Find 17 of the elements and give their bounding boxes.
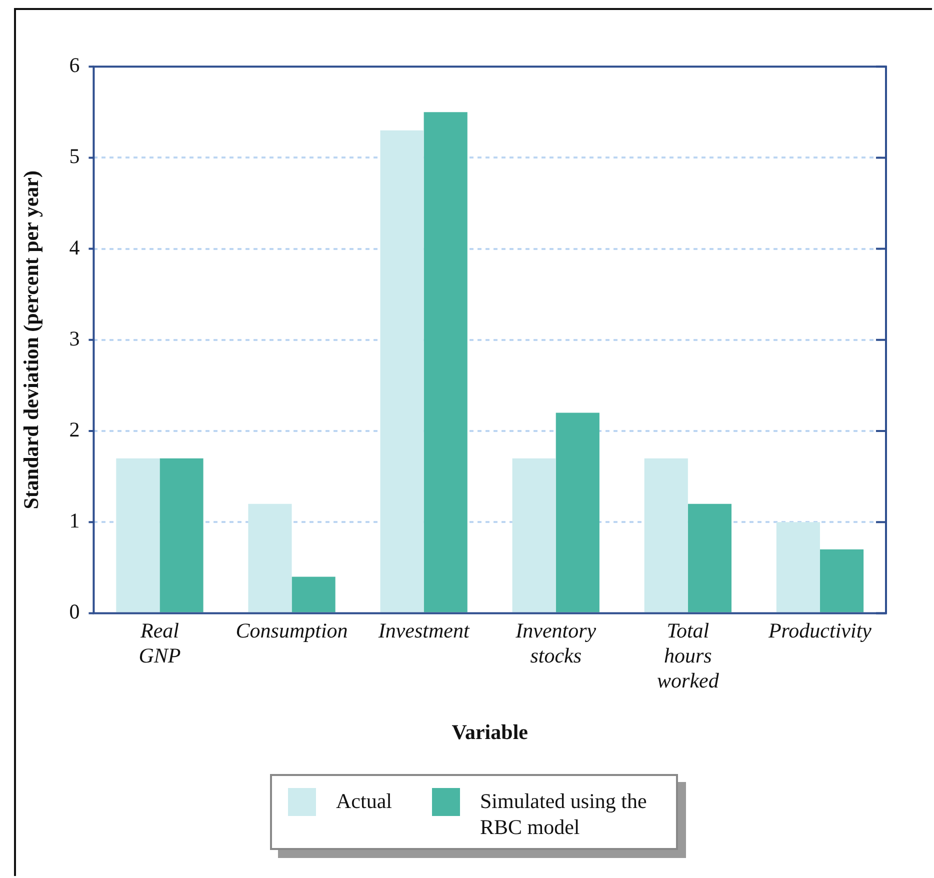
x-tick-label: Total hours worked	[657, 618, 720, 693]
y-tick-label: 2	[69, 418, 80, 442]
y-tick-label: 5	[69, 144, 80, 168]
y-tick-label: 1	[69, 508, 80, 533]
y-tick-label: 0	[69, 600, 80, 624]
legend-label: Actual	[336, 788, 392, 814]
x-tick-label: Consumption	[236, 618, 348, 642]
y-tick-label: 6	[69, 53, 80, 78]
y-tick-label: 3	[69, 326, 80, 350]
x-tick-label: Investment	[377, 618, 470, 642]
y-tick-label: 4	[69, 235, 80, 260]
x-tick-label: Inventory stocks	[514, 618, 597, 668]
x-axis-title: Variable	[452, 720, 528, 744]
x-tick-label: Real GNP	[138, 618, 181, 668]
x-tick-label: Productivity	[767, 618, 872, 642]
y-axis-title: Standard deviation (percent per year)	[19, 170, 44, 510]
legend-label: Simulated using the RBC model	[480, 788, 648, 840]
